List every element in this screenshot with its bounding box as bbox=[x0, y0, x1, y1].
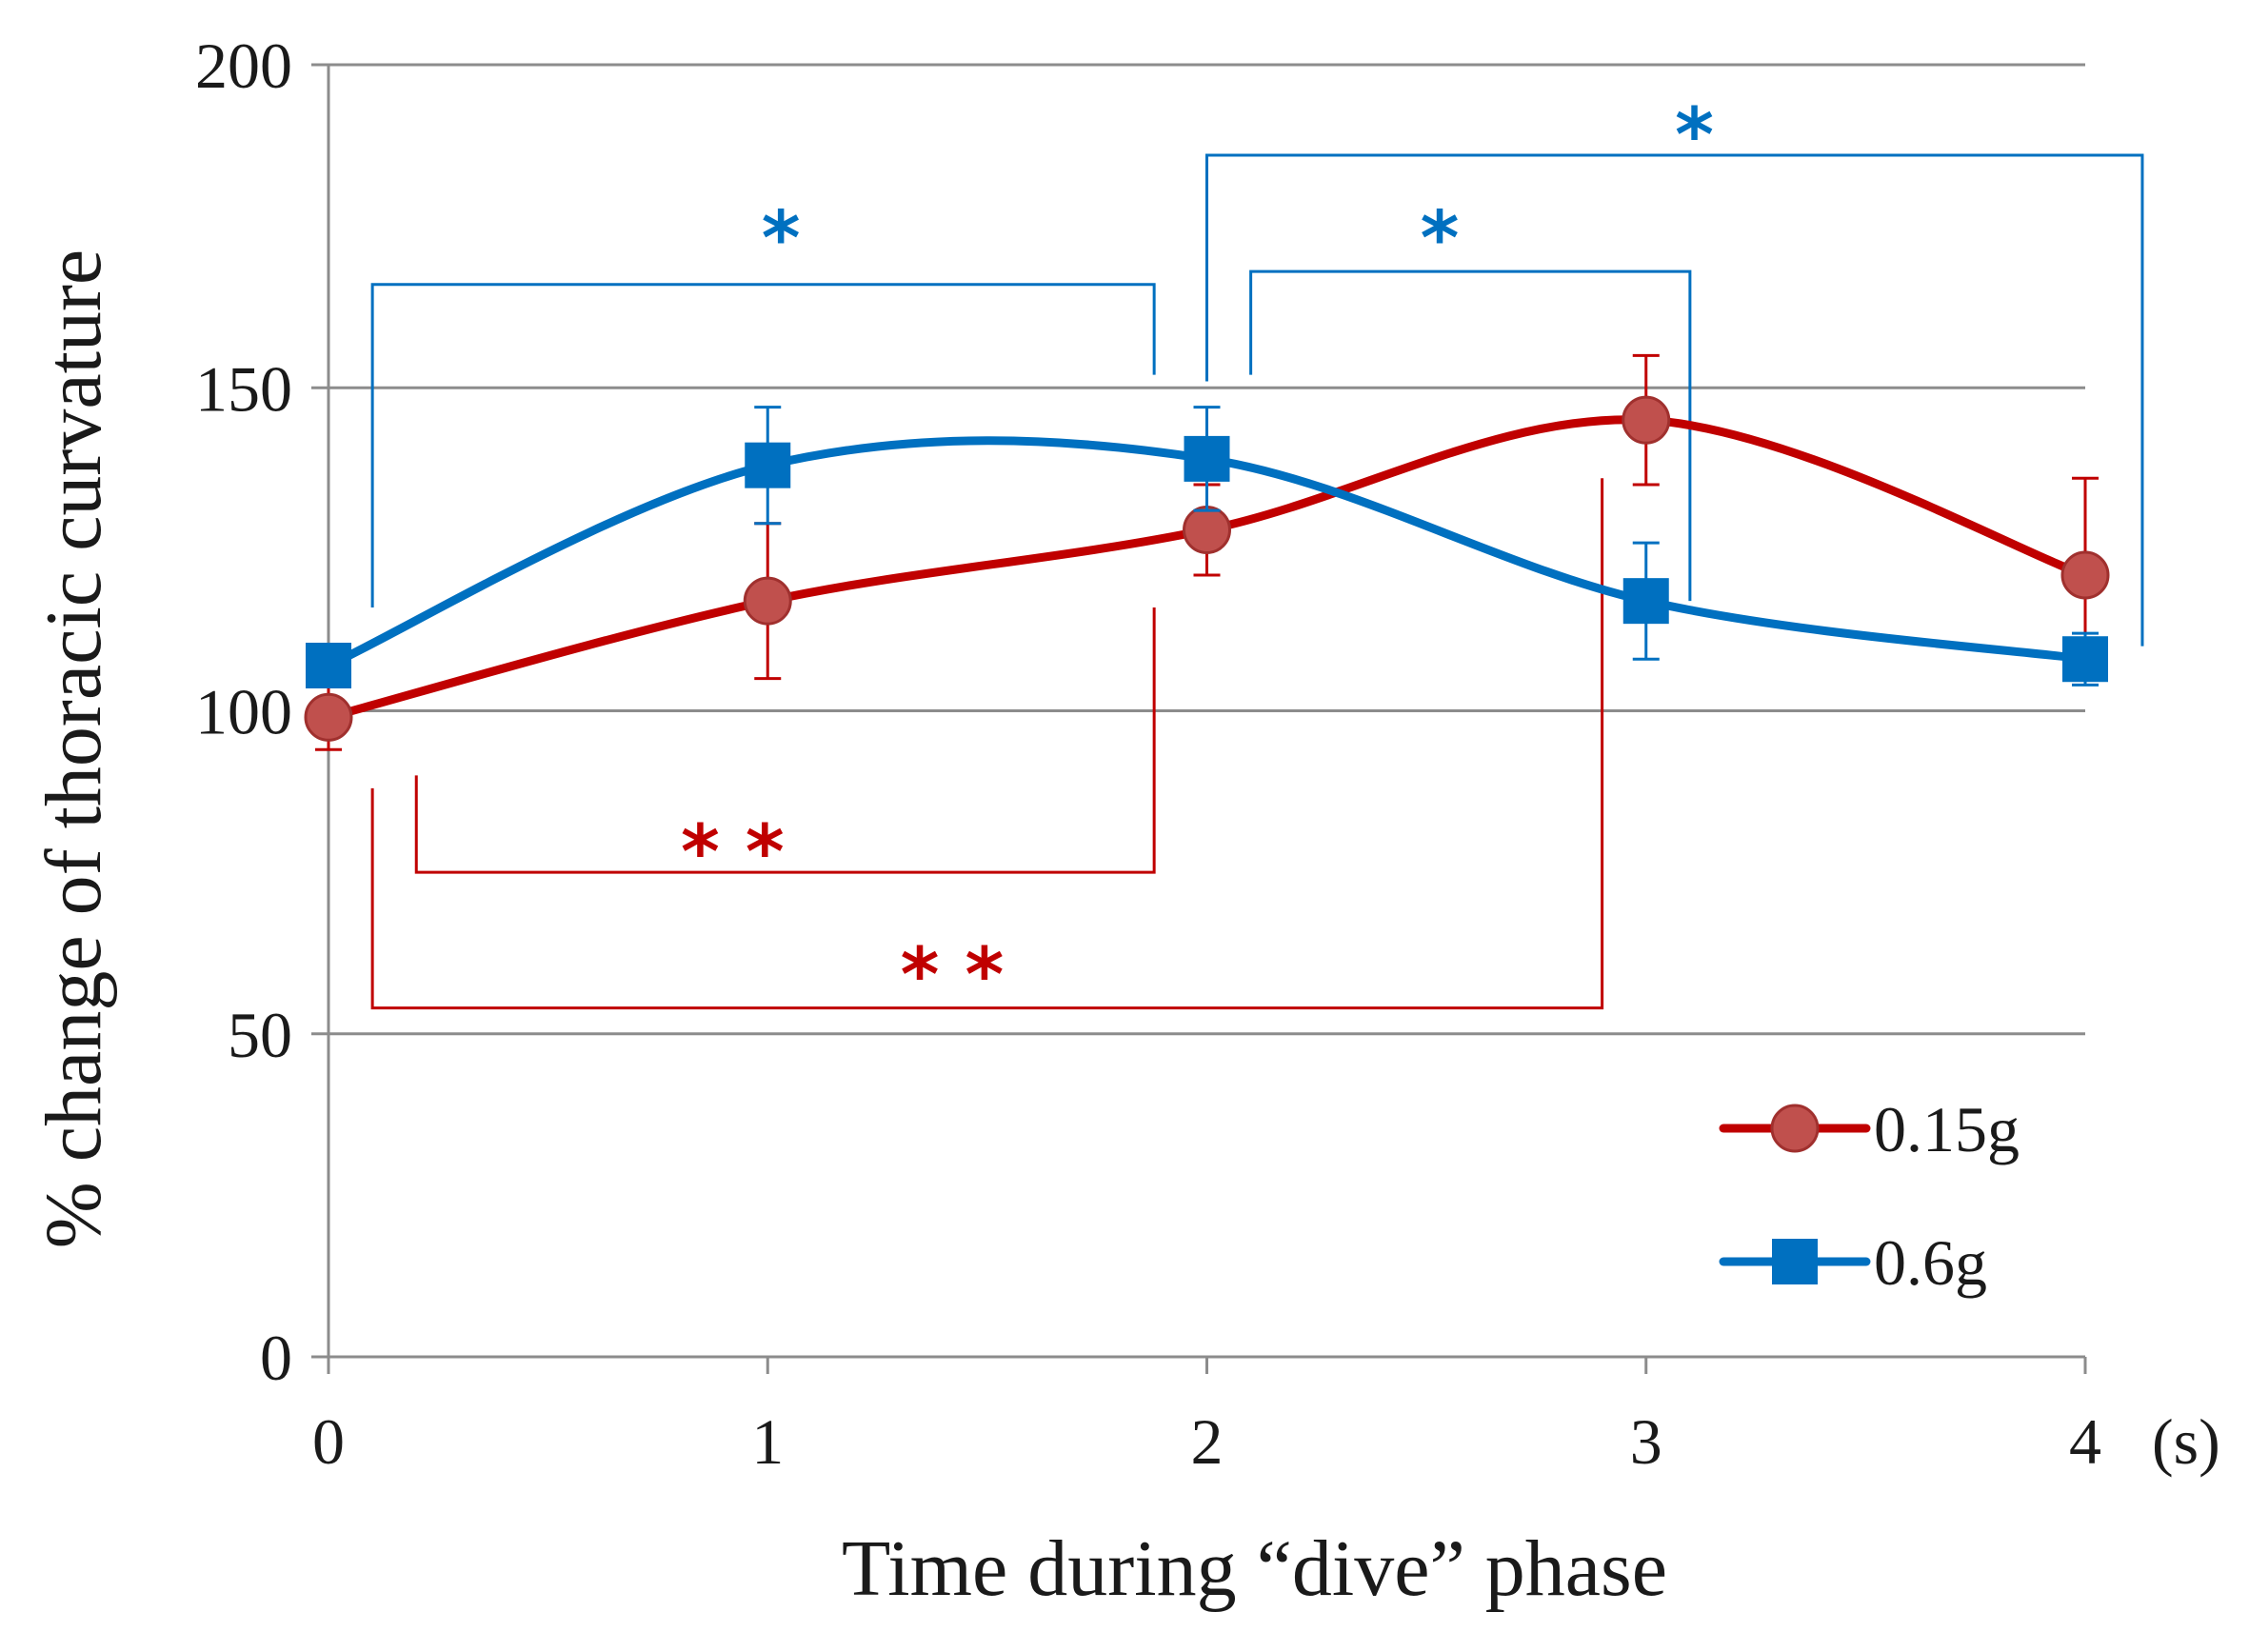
legend: 0.15g 0.6g bbox=[1719, 1093, 2020, 1299]
series-0.15g bbox=[304, 353, 2110, 751]
x-tick-label: 1 bbox=[751, 1405, 784, 1478]
y-tick-label: 100 bbox=[195, 676, 292, 748]
axes: 0 50 100 150 200 0 1 2 3 4 (s) Time during “dive” p… bbox=[30, 30, 2220, 1613]
significance-star-4: * * bbox=[901, 933, 1005, 1019]
data-point bbox=[745, 442, 791, 488]
legend-label: 0.6g bbox=[1874, 1226, 1987, 1299]
significance-star-1: * bbox=[1421, 197, 1460, 283]
significance-bracket-1 bbox=[1249, 269, 1692, 602]
x-tick-label: 3 bbox=[1630, 1405, 1662, 1478]
significance-star-3: * * bbox=[681, 810, 785, 896]
y-axis-title: % change of thoracic curvature bbox=[30, 249, 118, 1248]
x-axis-title: Time during “dive” phase bbox=[842, 1524, 1667, 1613]
significance-star-0: * bbox=[762, 197, 801, 283]
x-tick-label: 4 bbox=[2069, 1405, 2101, 1478]
data-point bbox=[304, 692, 353, 742]
x-tick-label: 0 bbox=[312, 1405, 345, 1478]
data-point bbox=[1622, 395, 1671, 445]
series-0.6g bbox=[306, 406, 2108, 689]
significance-bracket-2 bbox=[1205, 153, 2144, 647]
y-tick-label: 150 bbox=[195, 352, 292, 425]
significance-bracket-3 bbox=[414, 607, 1156, 874]
legend-label: 0.15g bbox=[1874, 1093, 2020, 1165]
significance-brackets: * * * * * * * bbox=[370, 93, 2144, 1019]
x-tick-label: 2 bbox=[1191, 1405, 1224, 1478]
data-series bbox=[304, 353, 2110, 751]
data-point bbox=[743, 576, 792, 626]
significance-bracket-4 bbox=[370, 478, 1604, 1010]
legend-item: 0.6g bbox=[1719, 1226, 1987, 1299]
y-tick-label: 0 bbox=[260, 1322, 292, 1394]
legend-marker bbox=[1772, 1239, 1818, 1284]
data-point bbox=[1622, 578, 1669, 625]
significance-star-2: * bbox=[1675, 93, 1714, 179]
data-point bbox=[2060, 550, 2110, 600]
y-tick-label: 50 bbox=[228, 999, 292, 1071]
data-point bbox=[306, 643, 351, 689]
legend-item: 0.15g bbox=[1719, 1093, 2020, 1165]
data-point bbox=[1184, 435, 1230, 482]
y-tick-label: 200 bbox=[195, 30, 292, 102]
data-point bbox=[1183, 506, 1231, 555]
x-unit-label: (s) bbox=[2152, 1405, 2220, 1478]
gridlines bbox=[328, 63, 2085, 1036]
legend-marker bbox=[1770, 1104, 1820, 1153]
significance-bracket-0 bbox=[370, 283, 1156, 607]
data-point bbox=[2062, 636, 2108, 683]
